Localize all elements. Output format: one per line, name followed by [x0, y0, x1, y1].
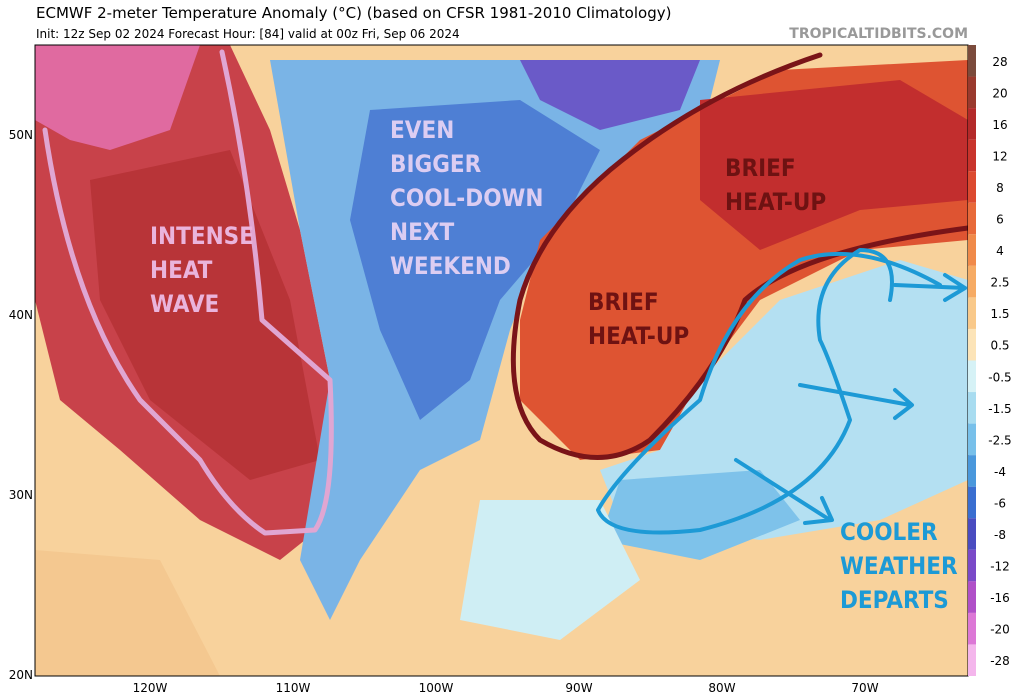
colorbar-swatch: [968, 644, 976, 676]
colorbar-swatch: [968, 139, 976, 172]
lon-label: 110W: [276, 681, 311, 695]
colorbar-label: -6: [994, 496, 1006, 510]
colorbar-swatch: [968, 549, 976, 582]
colorbar-label: 20: [992, 86, 1007, 100]
colorbar-swatch: [968, 76, 976, 109]
colorbar-swatch: [968, 581, 976, 613]
colorbar-swatch: [968, 108, 976, 140]
colorbar-swatch: [968, 45, 976, 77]
colorbar-swatch: [968, 328, 976, 361]
colorbar-label: -4: [994, 465, 1006, 479]
annotation-line: EVEN: [390, 116, 454, 144]
colorbar-swatch: [968, 360, 976, 393]
annotation-line: NEXT: [390, 218, 454, 246]
annotation-line: COOLER: [840, 518, 938, 546]
annotation-line: HEAT: [150, 256, 213, 284]
lon-label: 120W: [133, 681, 168, 695]
subtitle: Init: 12z Sep 02 2024 Forecast Hour: [84…: [36, 27, 460, 41]
colorbar-label: 12: [992, 149, 1007, 163]
colorbar-swatch: [968, 518, 976, 550]
colorbar-label: -0.5: [988, 370, 1011, 384]
colorbar-label: -20: [990, 623, 1010, 637]
colorbar-label: 16: [992, 118, 1007, 132]
annotation-line: INTENSE: [150, 222, 254, 250]
lat-label: 50N: [9, 128, 33, 142]
colorbar-swatch: [968, 486, 976, 519]
colorbar-swatch: [968, 612, 976, 645]
colorbar-swatch: [968, 392, 976, 424]
lon-label: 80W: [708, 681, 735, 695]
annotation-line: HEAT-UP: [725, 188, 826, 216]
colorbar-label: 8: [996, 181, 1004, 195]
annotation-line: BRIEF: [588, 288, 659, 316]
lon-label: 70W: [851, 681, 878, 695]
annotation-line: WAVE: [150, 290, 219, 318]
annotation-line: DEPARTS: [840, 586, 949, 614]
lat-label: 40N: [9, 308, 33, 322]
watermark: TROPICALTIDBITS.COM: [789, 26, 968, 42]
lat-label: 30N: [9, 488, 33, 502]
colorbar-label: 28: [992, 55, 1007, 69]
colorbar-swatch: [968, 265, 976, 298]
annotation-line: BIGGER: [390, 150, 482, 178]
annotation-line: HEAT-UP: [588, 322, 689, 350]
lon-label: 100W: [419, 681, 454, 695]
colorbar-label: -1.5: [988, 402, 1011, 416]
colorbar-swatch: [968, 297, 976, 329]
colorbar-swatch: [968, 455, 976, 487]
colorbar-swatch: [968, 423, 976, 456]
lat-label: 20N: [9, 668, 33, 682]
colorbar-label: -28: [990, 654, 1010, 668]
annotation-line: WEEKEND: [390, 252, 511, 280]
colorbar-swatch: [968, 234, 976, 266]
title: ECMWF 2-meter Temperature Anomaly (°C) (…: [36, 4, 671, 22]
colorbar-label: 4: [996, 244, 1004, 258]
annotation-line: BRIEF: [725, 154, 796, 182]
annotation-line: COOL-DOWN: [390, 184, 543, 212]
colorbar-swatch: [968, 202, 976, 235]
colorbar-label: 2.5: [990, 276, 1009, 290]
hand-drawn-lines: [42, 49, 971, 536]
lon-label: 90W: [565, 681, 592, 695]
colorbar-label: 1.5: [990, 307, 1009, 321]
annotation-line: WEATHER: [840, 552, 958, 580]
colorbar-label: -8: [994, 528, 1006, 542]
colorbar-label: 6: [996, 213, 1004, 227]
colorbar-label: -2.5: [988, 433, 1011, 447]
map: [35, 45, 968, 676]
colorbar-label: -16: [990, 591, 1010, 605]
colorbar-label: -12: [990, 560, 1010, 574]
colorbar-swatch: [968, 171, 976, 203]
colorbar-label: 0.5: [990, 339, 1009, 353]
